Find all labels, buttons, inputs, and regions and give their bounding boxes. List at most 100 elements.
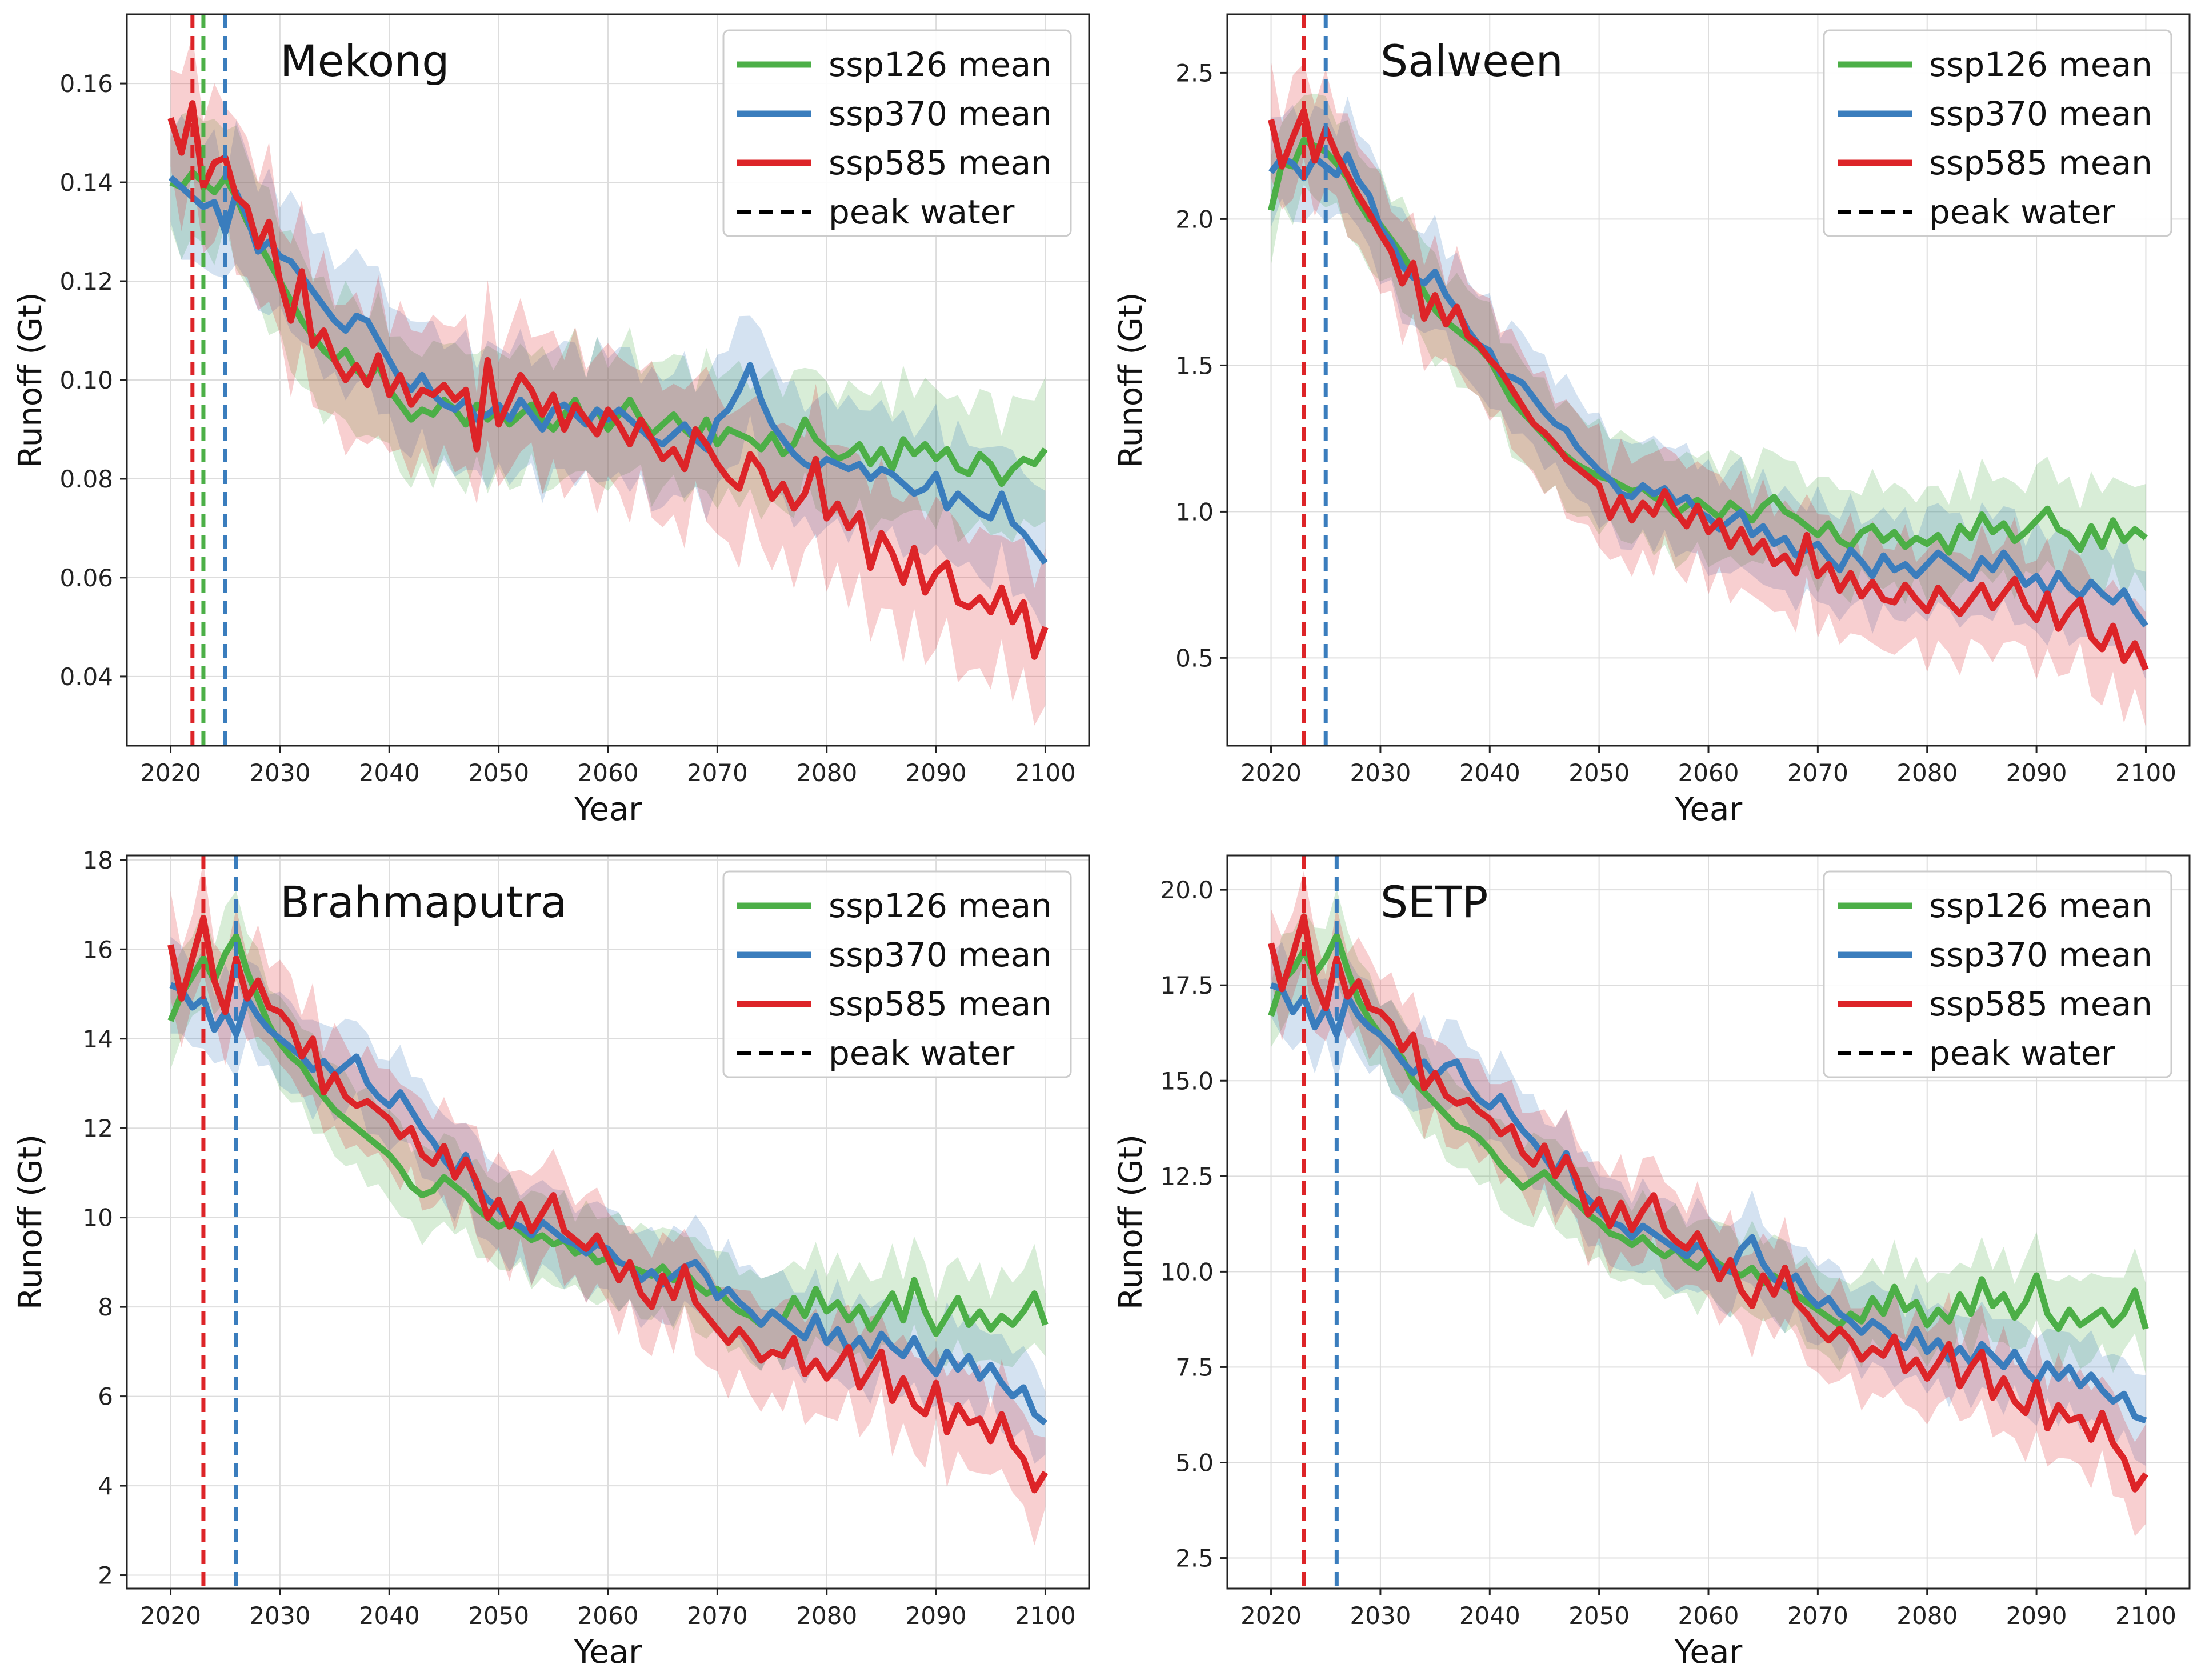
ssp370-band bbox=[1271, 941, 2146, 1466]
y-tick-label: 20.0 bbox=[1160, 876, 1214, 904]
y-tick-label: 0.14 bbox=[59, 169, 113, 197]
y-tick-label: 2.5 bbox=[1175, 1545, 1214, 1573]
x-tick-label: 2050 bbox=[1568, 1602, 1630, 1630]
y-axis-label: Runoff (Gt) bbox=[12, 1134, 49, 1310]
y-tick-label: 12 bbox=[83, 1114, 113, 1142]
y-tick-label: 0.16 bbox=[59, 70, 113, 98]
x-tick-label: 2060 bbox=[1678, 1602, 1739, 1630]
x-tick-label: 2060 bbox=[578, 1602, 639, 1630]
y-tick-label: 2 bbox=[98, 1562, 113, 1590]
y-tick-label: 6 bbox=[98, 1383, 113, 1411]
legend: ssp126 mean ssp370 mean ssp585 mean peak wa… bbox=[722, 29, 1072, 237]
y-tick-label: 15.0 bbox=[1160, 1067, 1214, 1095]
x-tick-label: 2100 bbox=[2115, 759, 2176, 787]
y-tick-label: 18 bbox=[83, 846, 113, 874]
y-tick-label: 17.5 bbox=[1160, 971, 1214, 999]
legend-label-peak: peak water bbox=[1929, 193, 2115, 231]
legend: ssp126 mean ssp370 mean ssp585 mean peak wa… bbox=[1823, 29, 2172, 237]
panel-title: Brahmaputra bbox=[280, 877, 567, 927]
x-tick-label: 2070 bbox=[1787, 1602, 1848, 1630]
legend-label-ssp126: ssp126 mean bbox=[829, 886, 1052, 925]
legend-label-ssp585: ssp585 mean bbox=[1929, 985, 2152, 1023]
x-tick-label: 2070 bbox=[1787, 759, 1848, 787]
x-axis-label: Year bbox=[574, 1634, 643, 1671]
x-tick-label: 2080 bbox=[1896, 759, 1958, 787]
y-tick-label: 0.5 bbox=[1175, 644, 1214, 672]
y-axis-label: Runoff (Gt) bbox=[12, 292, 49, 467]
x-tick-label: 2020 bbox=[1240, 1602, 1302, 1630]
x-axis-label: Year bbox=[1674, 1634, 1743, 1671]
x-tick-label: 2070 bbox=[687, 1602, 748, 1630]
legend-label-ssp370: ssp370 mean bbox=[1929, 935, 2152, 974]
x-tick-label: 2080 bbox=[1896, 1602, 1958, 1630]
x-tick-label: 2080 bbox=[796, 1602, 857, 1630]
panel-0: 2020 2030 2040 2050 2060 2070 2080 2090 2100 0.04… bbox=[12, 13, 1090, 828]
y-tick-label: 2.0 bbox=[1175, 205, 1214, 233]
y-tick-label: 1.5 bbox=[1175, 351, 1214, 379]
ssp585-mean-line bbox=[1268, 107, 2149, 671]
ssp585-band bbox=[170, 35, 1046, 726]
legend-label-peak: peak water bbox=[1929, 1034, 2115, 1073]
legend-label-ssp370: ssp370 mean bbox=[1929, 94, 2152, 133]
y-tick-label: 0.10 bbox=[59, 366, 113, 394]
x-axis-label: Year bbox=[574, 791, 643, 828]
ssp585-band bbox=[1271, 871, 2146, 1537]
panel-2: 2020 2030 2040 2050 2060 2070 2080 2090 2100 2 4 6 8… bbox=[12, 846, 1090, 1671]
ssp370-band bbox=[170, 937, 1046, 1464]
ssp370-mean-line bbox=[168, 175, 1048, 565]
x-tick-label: 2090 bbox=[906, 1602, 967, 1630]
x-tick-label: 2080 bbox=[796, 759, 857, 787]
x-tick-label: 2020 bbox=[140, 1602, 201, 1630]
y-tick-label: 1.0 bbox=[1175, 498, 1214, 526]
legend-box bbox=[722, 29, 1072, 237]
panel-title: SETP bbox=[1380, 877, 1488, 927]
x-tick-label: 2090 bbox=[906, 759, 967, 787]
y-tick-label: 4 bbox=[98, 1472, 113, 1500]
y-axis-label: Runoff (Gt) bbox=[1112, 292, 1150, 467]
y-tick-label: 10 bbox=[83, 1204, 113, 1232]
x-tick-label: 2050 bbox=[468, 1602, 529, 1630]
legend-box bbox=[1823, 29, 2172, 237]
y-tick-label: 0.04 bbox=[59, 663, 113, 691]
ssp126-band bbox=[170, 890, 1046, 1378]
legend-label-peak: peak water bbox=[829, 193, 1014, 231]
x-tick-label: 2020 bbox=[1240, 759, 1302, 787]
ssp126-band bbox=[170, 110, 1046, 543]
legend-label-peak: peak water bbox=[829, 1034, 1014, 1073]
ssp585-mean-line bbox=[167, 915, 1049, 1494]
x-tick-label: 2100 bbox=[1015, 759, 1076, 787]
panel-1: 2020 2030 2040 2050 2060 2070 2080 2090 2100 0.5 1… bbox=[1112, 13, 2191, 828]
legend: ssp126 mean ssp370 mean ssp585 mean peak wa… bbox=[722, 870, 1072, 1078]
legend-label-ssp370: ssp370 mean bbox=[829, 935, 1052, 974]
legend-label-ssp126: ssp126 mean bbox=[1929, 886, 2152, 925]
y-tick-label: 14 bbox=[83, 1025, 113, 1053]
panel-3: 2020 2030 2040 2050 2060 2070 2080 2090 2100 2.5 5… bbox=[1112, 854, 2191, 1671]
x-tick-label: 2070 bbox=[687, 759, 748, 787]
y-tick-label: 0.08 bbox=[59, 465, 113, 493]
y-axis-label: Runoff (Gt) bbox=[1112, 1134, 1150, 1310]
y-tick-label: 12.5 bbox=[1160, 1162, 1214, 1190]
y-tick-label: 2.5 bbox=[1175, 59, 1214, 87]
y-tick-label: 7.5 bbox=[1175, 1353, 1214, 1381]
x-tick-label: 2060 bbox=[1678, 759, 1739, 787]
x-tick-label: 2030 bbox=[249, 759, 310, 787]
y-tick-label: 5.0 bbox=[1175, 1449, 1214, 1477]
x-tick-label: 2040 bbox=[359, 759, 420, 787]
x-tick-label: 2050 bbox=[1568, 759, 1630, 787]
panel-title: Salween bbox=[1380, 35, 1563, 86]
panel-title: Mekong bbox=[280, 35, 450, 86]
x-tick-label: 2100 bbox=[2115, 1602, 2176, 1630]
x-tick-label: 2040 bbox=[1459, 759, 1520, 787]
x-tick-label: 2030 bbox=[1350, 759, 1411, 787]
x-tick-label: 2030 bbox=[249, 1602, 310, 1630]
ssp585-mean-line bbox=[1268, 913, 2148, 1493]
legend-label-ssp370: ssp370 mean bbox=[829, 94, 1052, 133]
ssp585-mean-line bbox=[167, 100, 1049, 660]
y-tick-label: 0.12 bbox=[59, 267, 113, 295]
legend-label-ssp126: ssp126 mean bbox=[829, 45, 1052, 84]
ssp370-band bbox=[1271, 96, 2146, 680]
legend-box bbox=[1823, 870, 2172, 1078]
y-tick-label: 0.06 bbox=[59, 564, 113, 592]
